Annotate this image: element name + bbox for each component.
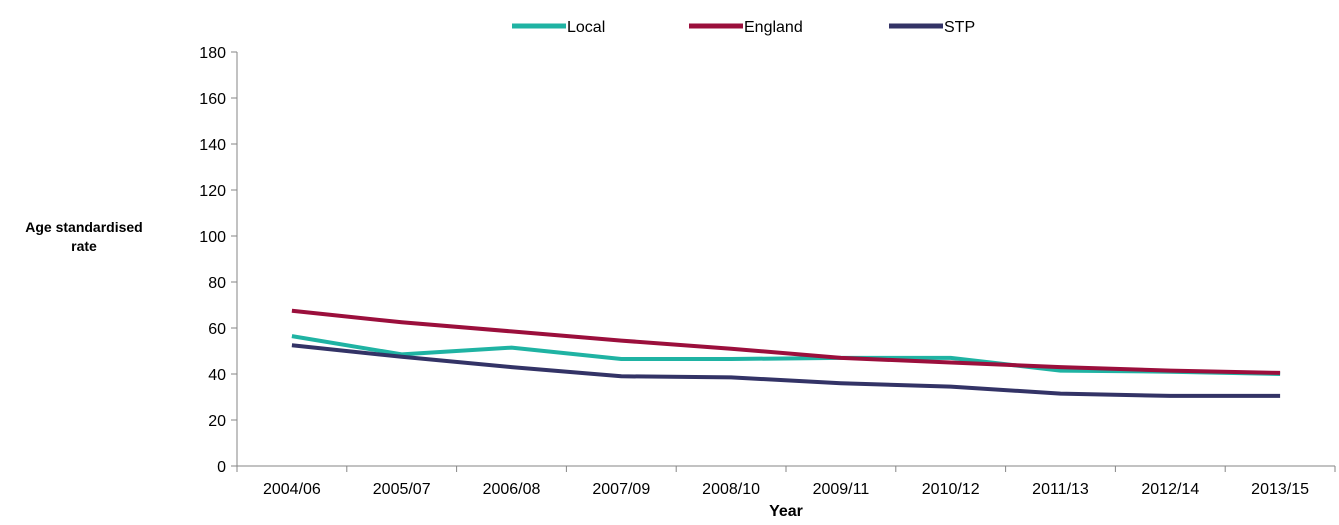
y-axis-ticks: 0 20 40 60 80 100 120 140 160 180 xyxy=(199,45,237,476)
x-tick-label: 2006/08 xyxy=(483,481,541,498)
x-axis-label: Year xyxy=(769,503,803,520)
x-tick-label: 2007/09 xyxy=(592,481,650,498)
y-tick-label: 180 xyxy=(199,45,226,62)
series-line-stp xyxy=(291,343,1281,398)
y-tick-label: 20 xyxy=(208,413,226,430)
y-axis-label-line-1: Age standardised xyxy=(25,219,142,235)
x-tick-label: 2013/15 xyxy=(1251,481,1309,498)
x-tick-label: 2005/07 xyxy=(373,481,431,498)
legend-label-england: England xyxy=(744,19,803,36)
x-tick-label: 2011/13 xyxy=(1032,481,1089,498)
y-tick-label: 160 xyxy=(199,91,226,108)
y-tick-label: 120 xyxy=(199,183,226,200)
y-tick-label: 60 xyxy=(208,321,226,338)
y-tick-label: 40 xyxy=(208,367,226,384)
x-tick-label: 2008/10 xyxy=(702,481,760,498)
y-tick-label: 140 xyxy=(199,137,226,154)
x-tick-label: 2010/12 xyxy=(922,481,980,498)
x-tick-label: 2012/14 xyxy=(1141,481,1199,498)
y-tick-label: 80 xyxy=(208,275,226,292)
legend-label-local: Local xyxy=(567,19,605,36)
series-line-england xyxy=(291,308,1281,375)
legend-label-stp: STP xyxy=(944,19,975,36)
y-axis-label-line-2: rate xyxy=(71,238,97,254)
y-tick-label: 100 xyxy=(199,229,226,246)
x-tick-label: 2004/06 xyxy=(263,481,321,498)
series-lines xyxy=(291,308,1281,398)
legend: Local England STP xyxy=(512,19,975,36)
x-axis-ticks: 2004/06 2005/07 2006/08 2007/09 2008/10 2009/… xyxy=(236,466,1336,498)
y-tick-label: 0 xyxy=(217,459,226,476)
x-tick-label: 2009/11 xyxy=(813,481,870,498)
series-line-local xyxy=(291,334,1281,376)
